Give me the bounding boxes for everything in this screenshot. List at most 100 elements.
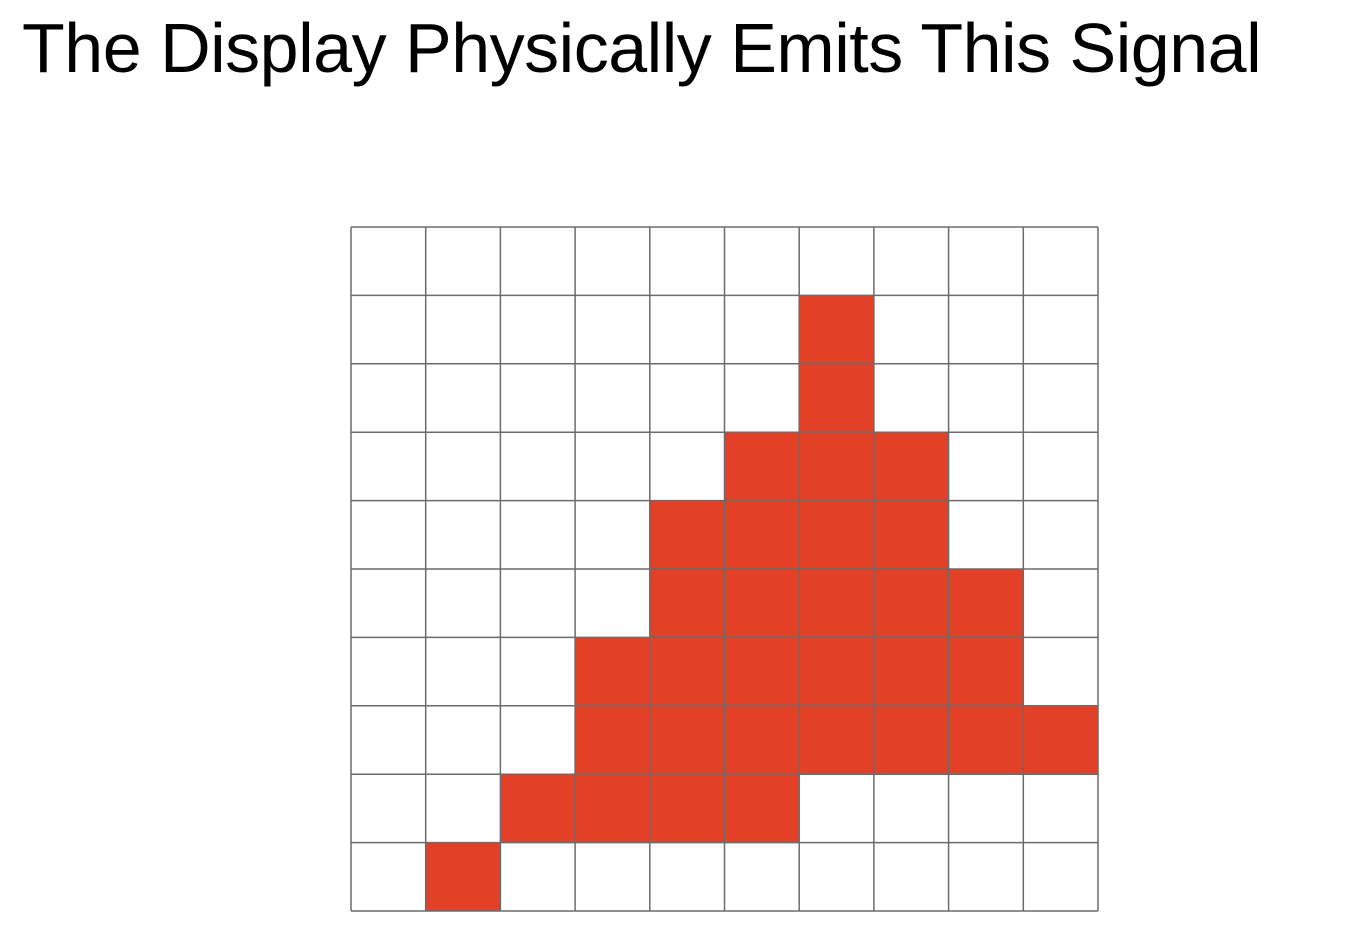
pixel-cell-off xyxy=(575,569,650,638)
pixel-cell-off xyxy=(799,774,874,843)
pixel-cell-lit xyxy=(724,432,800,501)
pixel-cell-off xyxy=(1023,774,1098,843)
pixel-cell-lit xyxy=(873,500,949,569)
pixel-cell-lit xyxy=(799,637,874,706)
pixel-cell-off xyxy=(649,432,725,501)
pixel-cell-lit xyxy=(649,500,725,569)
pixel-cell-off xyxy=(1023,295,1098,364)
pixel-cell-lit xyxy=(724,705,800,775)
pixel-cell-lit xyxy=(724,569,800,638)
pixel-cell-off xyxy=(799,842,874,911)
pixel-cell-lit xyxy=(649,705,725,775)
pixel-cell-off xyxy=(1023,569,1098,638)
pixel-cell-off xyxy=(500,569,576,638)
pixel-cell-off xyxy=(948,500,1024,569)
pixel-cell-off xyxy=(1023,227,1098,296)
pixel-cell-lit xyxy=(799,295,874,364)
pixel-cell-lit xyxy=(799,500,874,569)
pixel-cell-off xyxy=(351,500,426,569)
pixel-cell-off xyxy=(948,363,1024,433)
pixel-cell-off xyxy=(1023,363,1098,433)
pixel-cell-lit xyxy=(425,842,501,911)
pixel-cell-off xyxy=(500,500,576,569)
pixel-cell-lit xyxy=(948,637,1024,706)
pixel-cell-off xyxy=(351,637,426,706)
pixel-cell-off xyxy=(575,500,650,569)
pixel-cell-off xyxy=(351,705,426,775)
pixel-cell-off xyxy=(425,432,501,501)
pixel-cell-lit xyxy=(873,432,949,501)
pixel-cell-off xyxy=(948,842,1024,911)
pixel-cell-off xyxy=(649,842,725,911)
pixel-cell-lit xyxy=(799,432,874,501)
pixel-cell-lit xyxy=(724,774,800,843)
pixel-cell-lit xyxy=(1023,705,1098,775)
pixel-cell-off xyxy=(873,774,949,843)
pixel-cell-lit xyxy=(724,500,800,569)
pixel-cell-lit xyxy=(500,774,576,843)
pixel-cell-off xyxy=(724,842,800,911)
pixel-cell-off xyxy=(425,637,501,706)
pixel-cell-off xyxy=(799,227,874,296)
pixel-cell-off xyxy=(500,705,576,775)
pixel-cell-off xyxy=(948,227,1024,296)
pixel-cell-off xyxy=(575,842,650,911)
pixel-cell-off xyxy=(425,363,501,433)
pixel-cell-lit xyxy=(724,637,800,706)
pixel-cell-lit xyxy=(799,569,874,638)
slide-title: The Display Physically Emits This Signal xyxy=(22,9,1262,87)
pixel-cell-lit xyxy=(873,705,949,775)
pixel-cell-off xyxy=(948,774,1024,843)
pixel-cell-off xyxy=(500,295,576,364)
pixel-cell-lit xyxy=(948,705,1024,775)
pixel-cell-lit xyxy=(948,569,1024,638)
pixel-cell-lit xyxy=(799,705,874,775)
pixel-cell-off xyxy=(1023,637,1098,706)
pixel-cell-off xyxy=(425,705,501,775)
pixel-cell-off xyxy=(724,295,800,364)
pixel-cell-off xyxy=(724,363,800,433)
pixel-cell-off xyxy=(649,363,725,433)
pixel-cell-off xyxy=(425,500,501,569)
pixel-cell-off xyxy=(500,363,576,433)
pixel-cell-off xyxy=(351,227,426,296)
pixel-cell-off xyxy=(500,842,576,911)
pixel-cell-lit xyxy=(649,569,725,638)
pixel-cell-off xyxy=(948,295,1024,364)
pixel-cell-lit xyxy=(575,637,650,706)
pixel-cell-off xyxy=(1023,500,1098,569)
pixel-cell-off xyxy=(1023,432,1098,501)
pixel-cell-off xyxy=(425,774,501,843)
pixel-cell-lit xyxy=(799,363,874,433)
pixel-cell-lit xyxy=(873,569,949,638)
pixel-cell-off xyxy=(425,227,501,296)
pixel-cells xyxy=(351,227,1098,911)
pixel-cell-off xyxy=(575,295,650,364)
pixel-cell-off xyxy=(351,774,426,843)
pixel-cell-off xyxy=(351,842,426,911)
pixel-cell-off xyxy=(425,295,501,364)
pixel-cell-lit xyxy=(575,705,650,775)
pixel-cell-off xyxy=(873,295,949,364)
pixel-cell-off xyxy=(351,569,426,638)
pixel-cell-off xyxy=(500,637,576,706)
pixel-cell-off xyxy=(649,295,725,364)
pixel-cell-off xyxy=(351,295,426,364)
pixel-cell-lit xyxy=(649,774,725,843)
pixel-cell-off xyxy=(575,363,650,433)
pixel-cell-off xyxy=(1023,842,1098,911)
pixel-cell-off xyxy=(575,227,650,296)
pixel-cell-off xyxy=(425,569,501,638)
pixel-cell-off xyxy=(351,432,426,501)
pixel-cell-off xyxy=(500,432,576,501)
pixel-cell-off xyxy=(575,432,650,501)
pixel-cell-off xyxy=(948,432,1024,501)
pixel-cell-lit xyxy=(649,637,725,706)
pixel-cell-lit xyxy=(575,774,650,843)
pixel-cell-off xyxy=(724,227,800,296)
pixel-cell-off xyxy=(500,227,576,296)
pixel-cell-off xyxy=(873,842,949,911)
grid-lines xyxy=(350,226,1099,912)
